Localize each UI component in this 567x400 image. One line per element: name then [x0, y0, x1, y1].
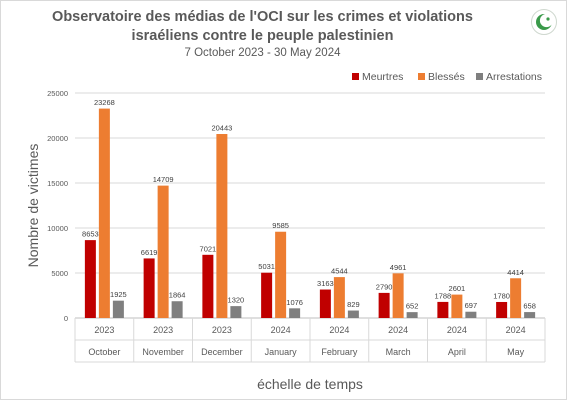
bar-arrestations — [406, 312, 418, 318]
data-label: 658 — [523, 302, 536, 311]
data-label: 5031 — [258, 262, 275, 271]
bar-arrestations — [171, 301, 183, 318]
x-tick-month: November — [142, 347, 184, 357]
data-label: 4414 — [507, 268, 524, 277]
data-label: 652 — [406, 302, 419, 311]
data-label: 1320 — [228, 296, 245, 305]
bar-arrestations — [289, 308, 301, 318]
bar-meurtres — [496, 301, 508, 318]
crescent-inner — [539, 13, 554, 28]
data-label: 1788 — [435, 291, 452, 300]
y-axis-label: Nombre de victimes — [25, 144, 41, 268]
bar-meurtres — [319, 289, 331, 318]
chart-title-line2: israéliens contre le peuple palestinien — [131, 28, 394, 44]
legend-label: Meurtres — [362, 71, 403, 83]
data-label: 8653 — [82, 230, 99, 239]
bar-blessés — [275, 231, 287, 318]
y-tick-label: 20000 — [47, 134, 68, 143]
legend-swatch — [476, 73, 483, 80]
x-tick-year: 2023 — [212, 325, 232, 335]
legend-label: Blessés — [428, 71, 465, 83]
bar-blessés — [510, 278, 522, 318]
data-label: 697 — [465, 301, 478, 310]
y-tick-label: 15000 — [47, 179, 68, 188]
bar-meurtres — [202, 254, 214, 318]
oic-crescent-icon — [531, 9, 557, 35]
legend-label: Arrestations — [486, 71, 542, 83]
bar-blessés — [216, 134, 228, 318]
y-tick-label: 25000 — [47, 89, 68, 98]
x-axis-label: échelle de temps — [257, 376, 363, 392]
data-label: 1864 — [169, 291, 186, 300]
data-label: 14709 — [153, 175, 174, 184]
y-tick-label: 0 — [64, 314, 68, 323]
x-tick-year: 2024 — [388, 325, 408, 335]
x-tick-year: 2024 — [506, 325, 526, 335]
data-label: 2601 — [449, 284, 466, 293]
data-label: 4961 — [390, 263, 407, 272]
data-label: 23268 — [94, 98, 115, 107]
y-tick-label: 10000 — [47, 224, 68, 233]
y-tick-label: 5000 — [51, 269, 68, 278]
bar-arrestations — [465, 311, 477, 318]
x-tick-month: April — [448, 347, 466, 357]
bar-blessés — [333, 277, 345, 318]
data-label: 4544 — [331, 267, 348, 276]
data-label: 1076 — [286, 298, 303, 307]
data-label: 1925 — [110, 290, 127, 299]
data-label: 6619 — [141, 248, 158, 257]
bar-meurtres — [261, 272, 273, 318]
bar-meurtres — [437, 301, 449, 318]
bar-blessés — [98, 108, 110, 318]
x-tick-year: 2024 — [447, 325, 467, 335]
x-tick-year: 2023 — [94, 325, 114, 335]
bar-arrestations — [524, 312, 536, 318]
data-label: 20443 — [211, 124, 232, 133]
legend-swatch — [418, 73, 425, 80]
data-label: 3163 — [317, 279, 334, 288]
x-tick-month: February — [321, 347, 358, 357]
bar-blessés — [392, 273, 404, 318]
x-tick-month: January — [265, 347, 298, 357]
chart-subtitle: 7 October 2023 - 30 May 2024 — [184, 47, 341, 59]
x-tick-month: December — [201, 347, 243, 357]
data-label: 829 — [347, 300, 360, 309]
x-tick-year: 2024 — [329, 325, 349, 335]
bar-blessés — [451, 294, 463, 318]
bar-meurtres — [378, 292, 390, 318]
x-tick-year: 2024 — [271, 325, 291, 335]
x-tick-year: 2023 — [153, 325, 173, 335]
bar-meurtres — [84, 240, 96, 318]
bar-arrestations — [230, 306, 242, 318]
bar-arrestations — [112, 300, 124, 318]
legend-swatch — [352, 73, 359, 80]
x-tick-month: May — [507, 347, 525, 357]
bar-meurtres — [143, 258, 155, 318]
x-tick-month: March — [386, 347, 411, 357]
data-label: 7021 — [200, 244, 217, 253]
data-label: 1780 — [493, 291, 510, 300]
data-label: 9585 — [272, 221, 289, 230]
bar-arrestations — [347, 310, 359, 318]
data-label: 2790 — [376, 282, 393, 291]
x-tick-month: October — [88, 347, 120, 357]
chart-title-line1: Observatoire des médias de l'OCI sur les… — [52, 9, 473, 25]
crescent-star — [546, 17, 550, 21]
bar-blessés — [157, 185, 169, 318]
